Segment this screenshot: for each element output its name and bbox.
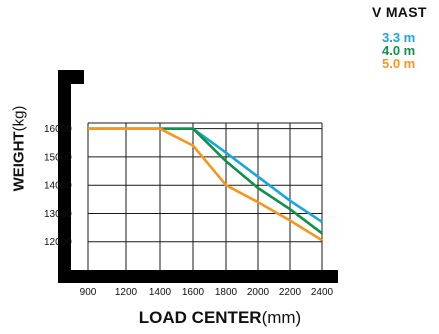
x-tick-label: 1200 (115, 287, 138, 298)
y-tick-labels: 12000 13000 14000 15000 16000 (44, 124, 72, 248)
y-tick-label: 13000 (44, 209, 72, 220)
x-axis-label-unit: (mm) (261, 308, 302, 327)
y-axis-label: WEIGHT(kg) (11, 94, 28, 204)
x-axis-label: LOAD CENTER(mm) (110, 308, 330, 328)
y-axis-label-main: WEIGHT (10, 131, 28, 192)
legend-item-4-0m: 4.0 m (382, 43, 416, 58)
x-tick-label: 2400 (311, 287, 334, 298)
series-lines (88, 127, 323, 242)
chart-frame (58, 70, 338, 283)
legend-item-3-3m: 3.3 m (382, 30, 416, 45)
x-tick-label: 1600 (182, 287, 205, 298)
y-tick-label: 12000 (44, 237, 72, 248)
grid (87, 122, 323, 270)
x-axis-label-main: LOAD CENTER (138, 308, 262, 327)
x-tick-label: 2200 (279, 287, 302, 298)
x-tick-label: 900 (80, 287, 97, 298)
x-tick-label: 2000 (247, 287, 270, 298)
series-line-5-0-m (88, 127, 323, 242)
legend-title: V MAST (372, 4, 427, 20)
legend-item-5-0m: 5.0 m (382, 56, 416, 71)
x-tick-label: 1800 (215, 287, 238, 298)
y-tick-label: 16000 (44, 124, 72, 135)
series-line-4-0-m (88, 127, 323, 235)
y-tick-label: 14000 (44, 181, 72, 192)
x-tick-labels: 900 1200 1400 1600 1800 2000 2200 2400 (80, 287, 334, 298)
y-axis-label-unit: (kg) (10, 105, 28, 132)
y-tick-label: 15000 (44, 152, 72, 163)
x-tick-label: 1400 (149, 287, 172, 298)
